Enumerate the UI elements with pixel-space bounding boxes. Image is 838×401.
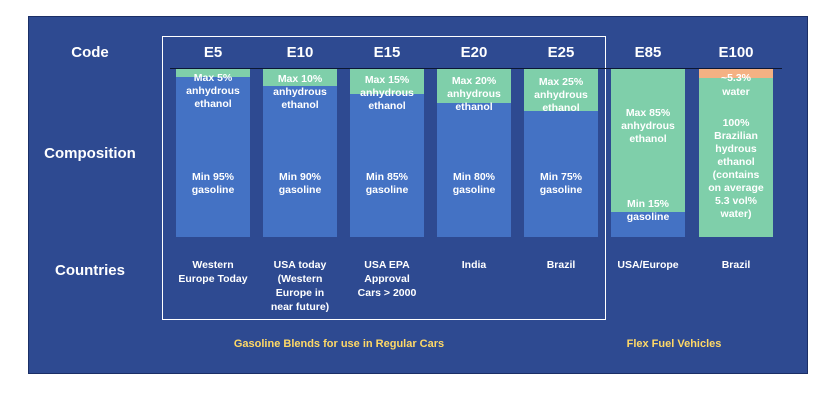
code-e10: E10 (286, 44, 314, 61)
column-e15: Max 15% anhydrous ethanol Min 85% gasolin… (350, 69, 424, 237)
gasoline-label: Min 15% gasoline (626, 197, 670, 223)
column-e85: Max 85% anhydrous ethanol Min 15% gasolin… (611, 69, 685, 237)
regular-cars-caption: Gasoline Blends for use in Regular Cars (233, 338, 445, 350)
ethanol-label: 100% Brazilian hydrous ethanol (contains… (708, 117, 764, 220)
gasoline-label: Min 85% gasoline (365, 171, 409, 196)
column-e20: Max 20% anhydrous ethanol Min 80% gasolin… (437, 69, 511, 237)
ethanol-segment (699, 78, 773, 237)
country-e100: Brazil (721, 259, 751, 271)
country-e5: Western Europe Today (178, 259, 248, 285)
flex-fuel-caption: Flex Fuel Vehicles (626, 338, 722, 350)
gasoline-segment (176, 77, 250, 237)
ethanol-segment (524, 69, 598, 111)
ethanol-segment (176, 69, 250, 78)
ethanol-label: Max 85% anhydrous ethanol (621, 107, 675, 145)
country-e10: USA today (Western Europe in near future… (270, 259, 330, 313)
ethanol-segment (437, 69, 511, 103)
gasoline-segment (350, 94, 424, 237)
gasoline-label: Min 75% gasoline (539, 171, 583, 196)
column-e25: Max 25% anhydrous ethanol Min 75% gasolin… (524, 69, 598, 237)
gasoline-segment (437, 102, 511, 237)
country-e15: USA EPA Approval Cars > 2000 (357, 259, 417, 299)
country-e85: USA/Europe (617, 259, 679, 271)
gasoline-label: Min 95% gasoline (191, 171, 235, 196)
gasoline-segment (611, 211, 685, 237)
code-e15: E15 (373, 44, 401, 61)
ethanol-segment (263, 69, 337, 86)
code-e100: E100 (718, 44, 754, 61)
gasoline-segment (263, 85, 337, 237)
ethanol-label: Max 25% anhydrous ethanol (534, 76, 588, 114)
water-label: ~5.3% water (720, 72, 752, 98)
water-segment (699, 69, 773, 78)
ethanol-segment (350, 69, 424, 95)
code-e5: E5 (203, 44, 223, 61)
ethanol-label: Max 10% anhydrous ethanol (273, 73, 327, 111)
row-label-composition: Composition (44, 145, 136, 162)
code-e85: E85 (634, 44, 662, 61)
column-e10: Max 10% anhydrous ethanol Min 90% gasolin… (263, 69, 337, 237)
gasoline-label: Min 80% gasoline (452, 171, 496, 196)
code-row-divider (170, 68, 782, 69)
row-label-code: Code (71, 44, 109, 61)
column-e100: ~5.3% water 100% Brazilian hydrous ethano… (699, 69, 773, 237)
ethanol-label: Max 15% anhydrous ethanol (360, 74, 414, 112)
row-label-countries: Countries (54, 262, 125, 279)
ethanol-label: Max 5% anhydrous ethanol (186, 72, 240, 110)
gasoline-segment (524, 111, 598, 237)
gasoline-label: Min 90% gasoline (278, 171, 322, 196)
ethanol-label: Max 20% anhydrous ethanol (447, 75, 501, 113)
code-e25: E25 (547, 44, 575, 61)
country-e20: India (461, 259, 487, 271)
regular-cars-group-outline (162, 36, 606, 320)
code-e20: E20 (460, 44, 488, 61)
country-e25: Brazil (546, 259, 576, 271)
column-e5: Max 5% anhydrous ethanol Min 95% gasoline (176, 69, 250, 237)
ethanol-segment (611, 69, 685, 212)
